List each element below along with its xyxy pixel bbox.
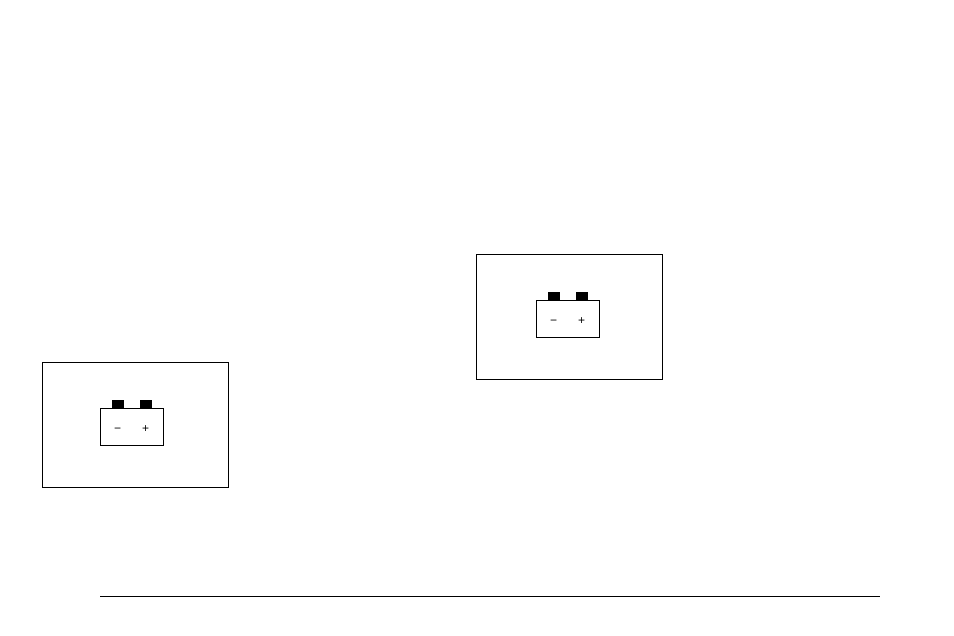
battery-left-terminal-positive: [140, 400, 152, 408]
battery-left-minus-label: −: [114, 422, 121, 434]
battery-right-body: [536, 300, 600, 338]
battery-left-body: [100, 408, 164, 446]
battery-left-terminal-negative: [112, 400, 124, 408]
battery-right-terminal-positive: [576, 292, 588, 300]
battery-right-minus-label: −: [550, 314, 557, 326]
diagram-canvas: − + − +: [0, 0, 954, 636]
battery-left-plus-label: +: [142, 422, 149, 434]
battery-right-plus-label: +: [578, 314, 585, 326]
battery-right-terminal-negative: [548, 292, 560, 300]
divider-line: [100, 596, 880, 597]
